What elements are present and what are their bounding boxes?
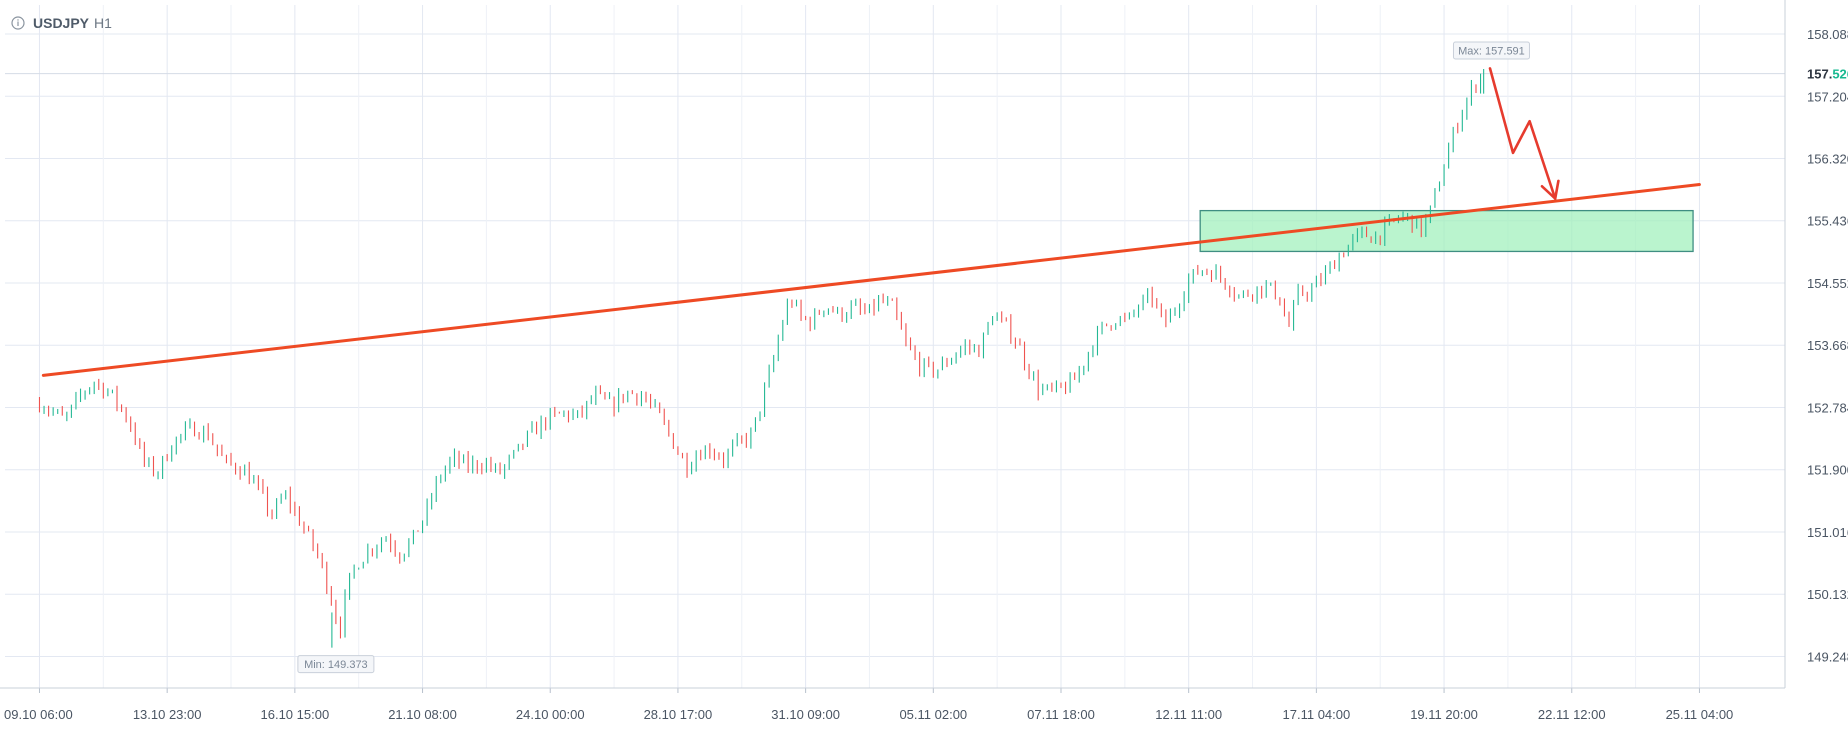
chart-header: USDJPY H1	[11, 15, 112, 31]
x-tick-label: 13.10 23:00	[133, 707, 202, 722]
max-annotation-label: Max: 157.591	[1458, 46, 1525, 58]
zone-layer	[1199, 209, 1694, 253]
x-tick-label: 22.11 12:00	[1538, 707, 1606, 722]
y-tick-label: 157.204	[1807, 89, 1848, 104]
last-price-label-main: 157.	[1807, 67, 1832, 82]
y-tick-label: 156.320	[1807, 151, 1848, 166]
y-tick-label: 158.088	[1807, 27, 1848, 42]
y-tick-label: 151.900	[1807, 463, 1848, 478]
x-tick-label: 16.10 15:00	[261, 707, 330, 722]
grid	[5, 5, 1785, 688]
last-price-label: 157.526	[1807, 67, 1848, 82]
x-tick-label: 17.11 04:00	[1283, 707, 1351, 722]
y-tick-label: 149.248	[1807, 649, 1848, 664]
min-annotation-box	[297, 655, 375, 674]
y-tick-label: 153.668	[1807, 338, 1848, 353]
drawings: Max: 157.591 Min: 149.373	[41, 41, 1701, 674]
x-tick-label: 07.11 18:00	[1027, 707, 1095, 722]
x-tick-label: 05.11 02:00	[899, 707, 967, 722]
forecast-arrow[interactable]	[1488, 67, 1557, 200]
x-tick-label: 21.10 08:00	[388, 707, 457, 722]
info-icon-dot	[17, 19, 19, 21]
y-tick-label: 151.016	[1807, 525, 1848, 540]
info-icon-stem	[17, 21, 19, 26]
y-tick-label: 150.132	[1807, 587, 1848, 602]
x-tick-label: 25.11 04:00	[1666, 707, 1734, 722]
x-tick-label: 31.10 09:00	[771, 707, 840, 722]
x-tick-label: 19.11 20:00	[1410, 707, 1478, 722]
trendline[interactable]	[41, 183, 1701, 377]
y-tick-label: 155.436	[1807, 214, 1848, 229]
candles	[38, 69, 1485, 648]
forecast-arrow-head	[1540, 179, 1560, 200]
y-tick-label: 154.552	[1807, 276, 1848, 291]
support-zone[interactable]	[1199, 209, 1694, 253]
x-tick-label: 12.11 11:00	[1155, 707, 1222, 722]
timeframe-label[interactable]: H1	[94, 15, 112, 31]
symbol-label: USDJPY	[33, 15, 90, 31]
info-circle-icon[interactable]	[11, 16, 25, 30]
x-tick-label: 28.10 17:00	[644, 707, 713, 722]
max-annotation-box	[1452, 41, 1530, 60]
min-annotation-label: Min: 149.373	[304, 659, 368, 671]
y-tick-label: 152.784	[1807, 400, 1848, 415]
x-tick-label: 09.10 06:00	[4, 707, 73, 722]
x-tick-label: 24.10 00:00	[516, 707, 585, 722]
last-price-label-accent: 526	[1832, 67, 1848, 82]
